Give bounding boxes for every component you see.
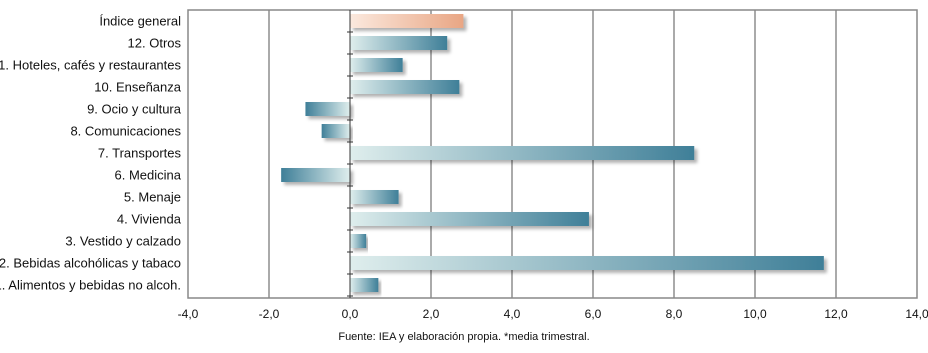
category-label: 1. Alimentos y bebidas no alcoh. — [0, 278, 181, 293]
category-label: 3. Vestido y calzado — [65, 234, 181, 249]
x-tick-label: 0,0 — [342, 307, 359, 321]
x-tick-label: -2,0 — [259, 307, 280, 321]
x-tick-label: 2,0 — [423, 307, 440, 321]
bar — [350, 80, 460, 94]
bar — [350, 36, 448, 50]
x-tick-label: 8,0 — [666, 307, 683, 321]
bar — [350, 256, 824, 270]
bar — [281, 168, 350, 182]
category-label: 2. Bebidas alcohólicas y tabaco — [0, 256, 181, 271]
bar — [350, 212, 589, 226]
bars — [281, 14, 824, 292]
category-label: 8. Comunicaciones — [70, 124, 181, 139]
bar — [350, 58, 403, 72]
bar — [350, 146, 695, 160]
category-label: 7. Transportes — [98, 146, 182, 161]
category-label: 10. Enseñanza — [94, 80, 182, 95]
x-tick-label: -4,0 — [178, 307, 199, 321]
category-label: 12. Otros — [128, 36, 182, 51]
bar — [350, 14, 464, 28]
category-label: Índice general — [99, 14, 181, 29]
x-tick-label: 4,0 — [504, 307, 521, 321]
category-label: 5. Menaje — [124, 190, 181, 205]
plot-border — [187, 9, 918, 299]
category-label: 4. Vivienda — [117, 212, 182, 227]
plot-frame — [187, 9, 918, 299]
x-tick-label: 14,0 — [905, 307, 928, 321]
bar — [350, 234, 367, 248]
category-label: 6. Medicina — [115, 168, 182, 183]
x-tick-label: 6,0 — [585, 307, 602, 321]
bar — [305, 102, 350, 116]
category-label: 11. Hoteles, cafés y restaurantes — [0, 58, 181, 73]
category-label: 9. Ocio y cultura — [87, 102, 182, 117]
source-note: Fuente: IEA y elaboración propia. *media… — [338, 331, 590, 343]
bar — [321, 124, 350, 138]
bar — [350, 190, 399, 204]
category-labels: Índice general 12. Otros 11. Hoteles, café… — [0, 14, 182, 293]
x-tick-labels: -4,0 -2,0 0,0 2,0 4,0 6,0 8,0 10,0 12,0 14,0 — [178, 307, 928, 321]
x-tick-label: 10,0 — [743, 307, 767, 321]
bar — [350, 278, 379, 292]
x-tick-label: 12,0 — [824, 307, 848, 321]
